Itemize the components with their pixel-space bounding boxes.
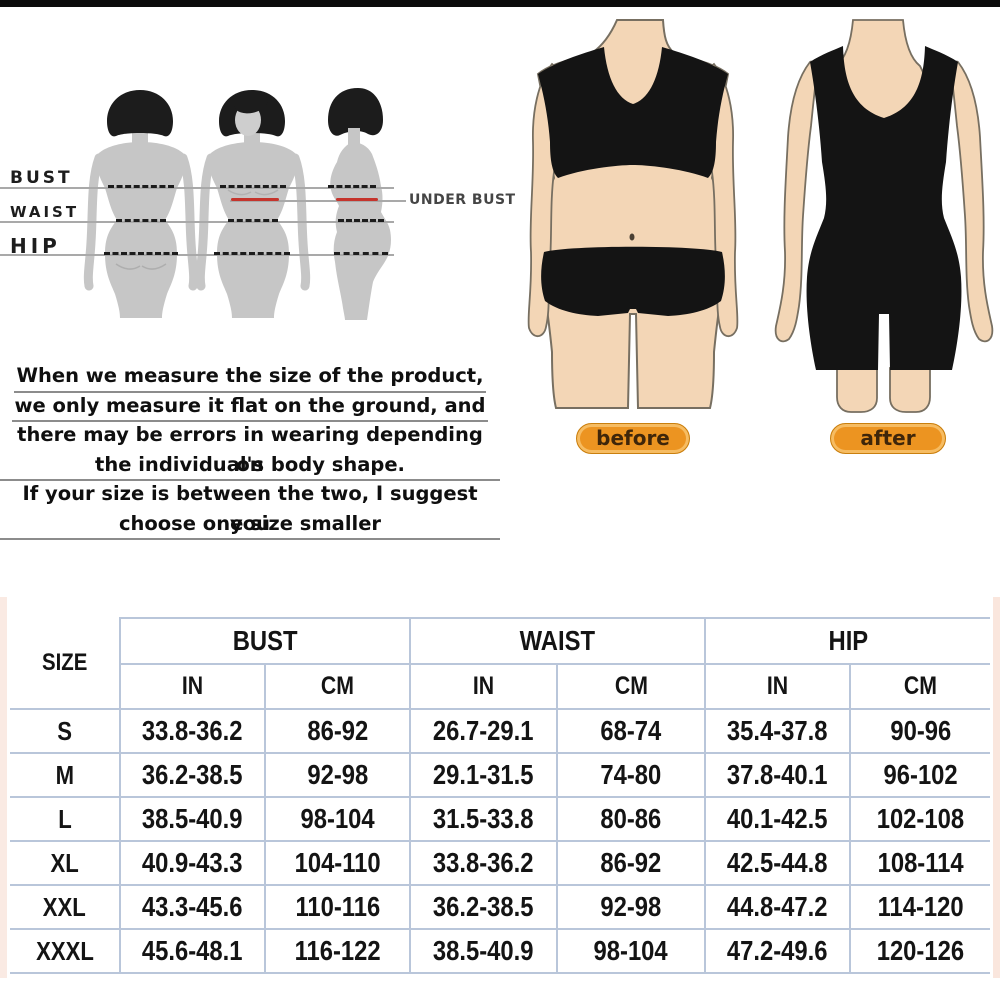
after-figure <box>774 19 994 413</box>
size-cell: XXL <box>10 885 120 930</box>
unit-header: IN <box>119 664 265 710</box>
measurement-cell: 98-104 <box>263 797 411 842</box>
note-line: If your size is between the two, I sugge… <box>0 479 500 540</box>
size-cell: XL <box>10 841 120 886</box>
hip-guide-line <box>0 254 394 256</box>
measurement-cell: 33.8-36.2 <box>119 709 265 754</box>
navel-dot <box>629 233 635 241</box>
measurement-cell: 35.4-37.8 <box>704 709 851 754</box>
measurement-cell: 114-120 <box>849 885 991 930</box>
measurement-cell: 40.9-43.3 <box>119 841 265 886</box>
measurement-cell: 98-104 <box>556 929 706 974</box>
measurement-cell: 29.1-31.5 <box>409 753 558 798</box>
measurement-cell: 33.8-36.2 <box>409 841 558 886</box>
measurement-cell: 36.2-38.5 <box>119 753 265 798</box>
size-cell: XXXL <box>10 929 120 974</box>
underbust-red-line-fig2 <box>231 198 279 201</box>
measurement-cell: 45.6-48.1 <box>119 929 265 974</box>
unit-header: CM <box>849 664 991 710</box>
size-column-header: SIZE <box>10 618 120 710</box>
right-edge-artifact <box>993 597 1000 978</box>
measurement-cell: 44.8-47.2 <box>704 885 851 930</box>
measurement-cell: 102-108 <box>849 797 991 842</box>
unit-header: CM <box>263 664 411 710</box>
size-cell: S <box>10 709 120 754</box>
back-view-figure <box>88 90 193 318</box>
measurement-cell: 38.5-40.9 <box>409 929 558 974</box>
measurement-cell: 68-74 <box>556 709 706 754</box>
waist-group-header: WAIST <box>409 617 706 665</box>
bust-dash-fig2 <box>220 185 286 188</box>
table-row: L 38.5-40.9 98-104 31.5-33.8 80-86 40.1-… <box>10 797 991 842</box>
size-cell: L <box>10 797 120 842</box>
measurement-cell: 92-98 <box>263 753 411 798</box>
waist-dash-fig2 <box>228 219 278 222</box>
bust-guide-line <box>0 187 394 189</box>
bust-label: BUST <box>10 168 73 188</box>
measurement-cell: 86-92 <box>556 841 706 886</box>
underbust-guide-line <box>230 200 406 202</box>
table-row: S 33.8-36.2 86-92 26.7-29.1 68-74 35.4-3… <box>10 709 991 754</box>
measurement-cell: 120-126 <box>849 929 991 974</box>
hip-group-header: HIP <box>704 617 991 665</box>
measurement-cell: 108-114 <box>849 841 991 886</box>
waist-guide-line <box>0 221 394 223</box>
table-row: XL 40.9-43.3 104-110 33.8-36.2 86-92 42.… <box>10 841 991 886</box>
measurement-cell: 104-110 <box>263 841 411 886</box>
measurement-cell: 42.5-44.8 <box>704 841 851 886</box>
unit-header: CM <box>556 664 706 710</box>
hip-dash-fig3 <box>334 252 388 255</box>
unit-header: IN <box>409 664 558 710</box>
underbust-red-line-fig3 <box>336 198 378 201</box>
table-row: M 36.2-38.5 92-98 29.1-31.5 74-80 37.8-4… <box>10 753 991 798</box>
bust-group-header: BUST <box>118 617 411 665</box>
side-view-figure <box>328 88 391 320</box>
bust-dash-fig3 <box>328 185 376 188</box>
measurement-cell: 80-86 <box>556 797 706 842</box>
note-line: we only measure it flat on the ground, a… <box>0 391 500 422</box>
waist-dash-fig1 <box>116 219 166 222</box>
measurement-cell: 43.3-45.6 <box>119 885 265 930</box>
size-table: SIZE BUST WAIST HIP IN CM IN CM IN CM S … <box>10 617 991 974</box>
table-row: XXL 43.3-45.6 110-116 36.2-38.5 92-98 44… <box>10 885 991 930</box>
left-edge-artifact <box>0 597 7 978</box>
before-badge: before <box>576 423 690 454</box>
after-badge: after <box>830 423 946 454</box>
measurement-cell: 96-102 <box>849 753 991 798</box>
measurement-cell: 92-98 <box>556 885 706 930</box>
front-view-figure <box>200 90 305 318</box>
hip-label: HIP <box>10 234 61 258</box>
before-figure <box>527 19 739 409</box>
measurement-cell: 38.5-40.9 <box>119 797 265 842</box>
measurement-cell: 86-92 <box>263 709 411 754</box>
measurement-cell: 26.7-29.1 <box>409 709 558 754</box>
measurement-cell: 31.5-33.8 <box>409 797 558 842</box>
measurement-cell: 90-96 <box>849 709 991 754</box>
note-line: When we measure the size of the product, <box>0 361 500 393</box>
note-line: there may be errors in wearing depending… <box>0 420 500 481</box>
measurement-cell: 47.2-49.6 <box>704 929 851 974</box>
table-row: XXXL 45.6-48.1 116-122 38.5-40.9 98-104 … <box>10 929 991 974</box>
waist-dash-fig3 <box>338 219 384 222</box>
measurement-cell: 116-122 <box>263 929 411 974</box>
measurement-cell: 40.1-42.5 <box>704 797 851 842</box>
size-cell: M <box>10 753 120 798</box>
note-line: choose one size smaller <box>0 509 500 540</box>
before-after-figures <box>527 19 994 413</box>
note-line: the individual's body shape. <box>0 450 500 481</box>
top-border-bar <box>0 0 1000 7</box>
measurement-cell: 37.8-40.1 <box>704 753 851 798</box>
bust-dash-fig1 <box>108 185 174 188</box>
hip-dash-fig2 <box>214 252 290 255</box>
unit-header: IN <box>704 664 851 710</box>
measurement-cell: 110-116 <box>263 885 411 930</box>
measurement-cell: 74-80 <box>556 753 706 798</box>
waist-label: WAIST <box>10 203 80 221</box>
under-bust-label: UNDER BUST <box>409 192 516 208</box>
measuring-note: When we measure the size of the product,… <box>0 361 500 540</box>
measurement-cell: 36.2-38.5 <box>409 885 558 930</box>
hip-dash-fig1 <box>104 252 178 255</box>
